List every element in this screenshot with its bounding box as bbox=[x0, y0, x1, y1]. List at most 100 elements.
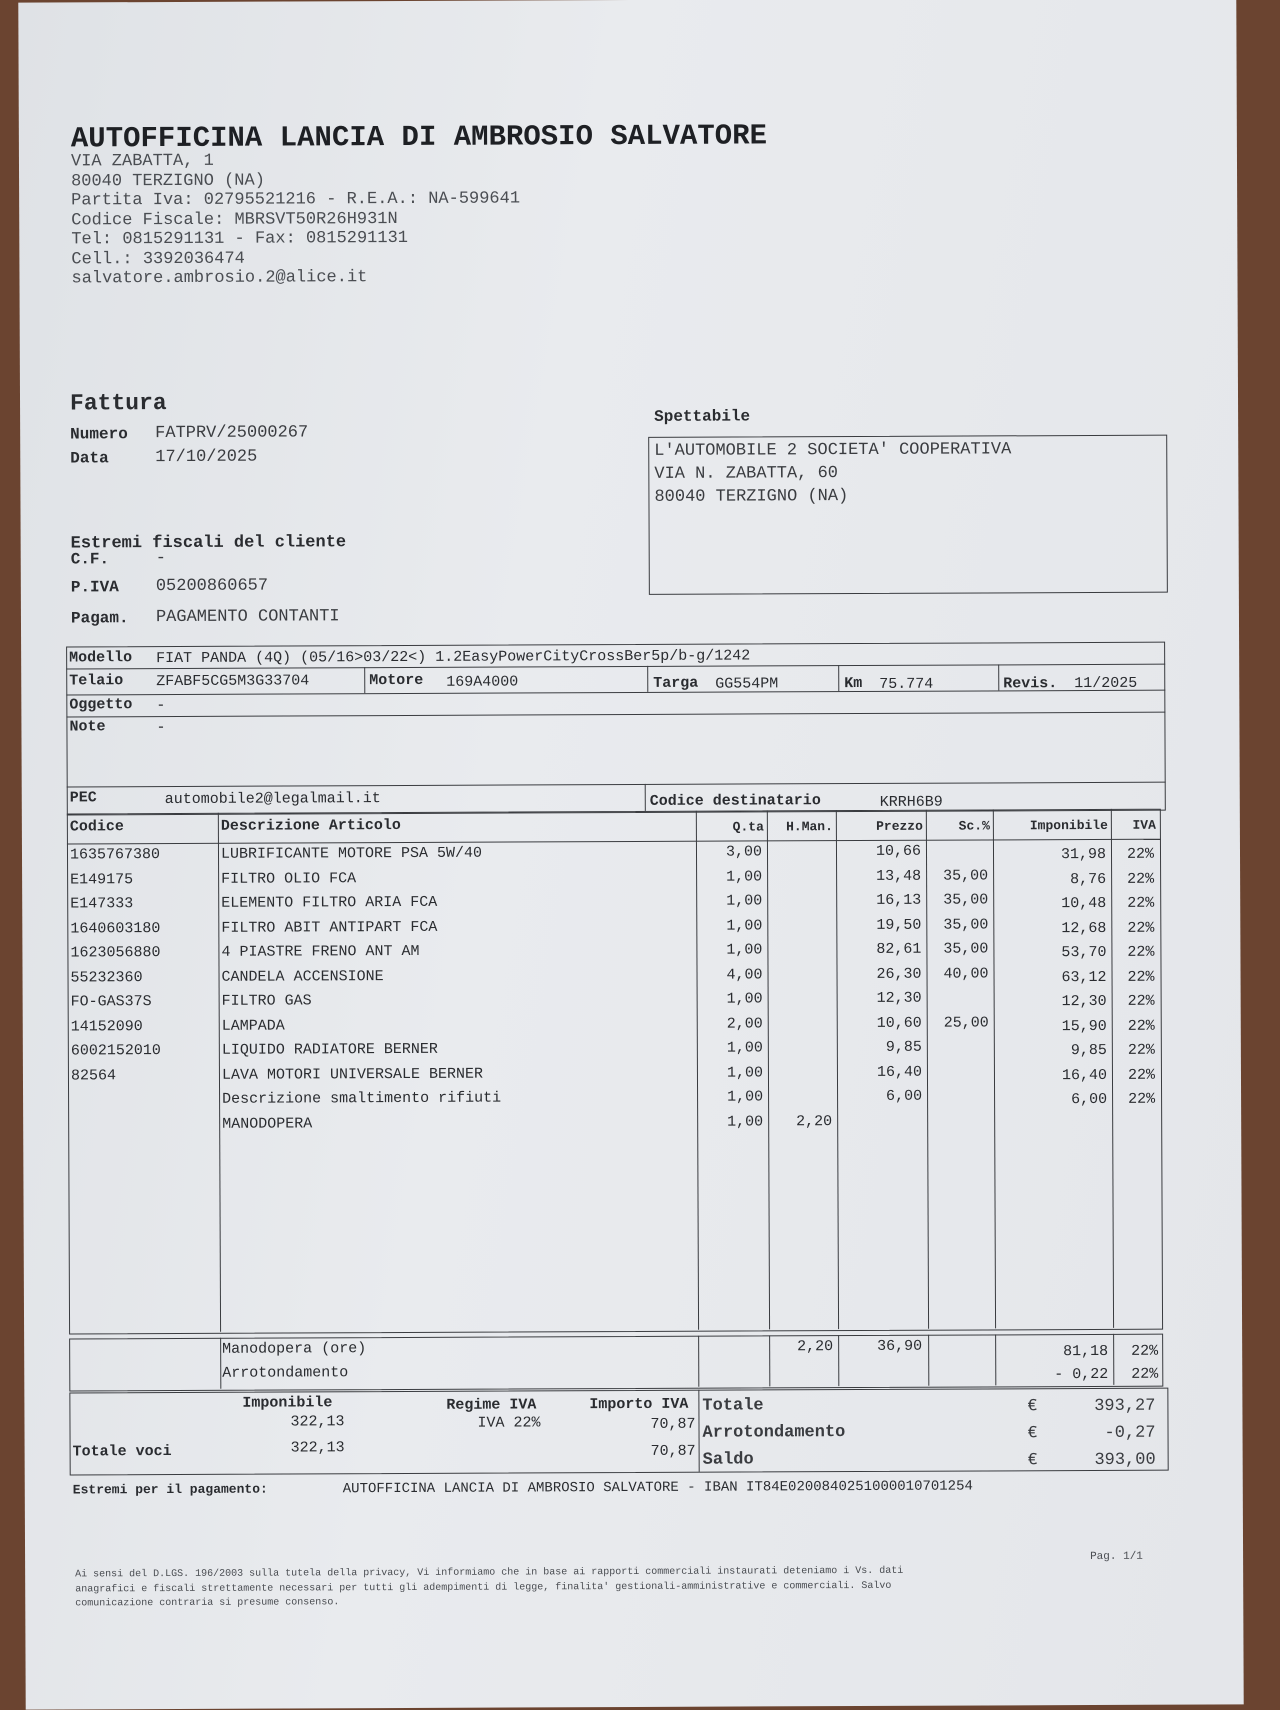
table-cell: 4 PIASTRE FRENO ANT AM bbox=[221, 942, 691, 961]
table-cell: 35,00 bbox=[929, 940, 988, 957]
table-cell: 8,76 bbox=[996, 870, 1106, 887]
table-cell: 40,00 bbox=[929, 965, 988, 982]
table-cell: CANDELA ACCENSIONE bbox=[221, 966, 691, 985]
table-cell: 31,98 bbox=[996, 846, 1106, 863]
table-cell: 15,90 bbox=[997, 1017, 1107, 1034]
table-cell: E149175 bbox=[70, 870, 213, 888]
recipient-line: VIA N. ZABATTA, 60 bbox=[654, 464, 838, 484]
recipient-box: L'AUTOMOBILE 2 SOCIETA' COOPERATIVA VIA … bbox=[648, 435, 1168, 595]
column-header: Q.ta bbox=[699, 819, 764, 834]
company-detail-line: Tel: 0815291131 - Fax: 0815291131 bbox=[71, 229, 408, 249]
totale-voci-label: Totale voci bbox=[73, 1443, 172, 1460]
table-cell: 53,70 bbox=[996, 944, 1106, 961]
coddest-label: Codice destinatario bbox=[650, 792, 821, 810]
table-cell: 22% bbox=[1114, 846, 1154, 863]
table-cell: 1,00 bbox=[700, 1088, 763, 1105]
totale-value: 393,27 bbox=[1052, 1397, 1155, 1416]
telaio-label: Telaio bbox=[69, 672, 123, 689]
table-cell: 10,48 bbox=[996, 895, 1106, 912]
invoice-paper: AUTOFFICINA LANCIA DI AMBROSIO SALVATORE… bbox=[18, 0, 1243, 1710]
payment-label: Estremi per il pagamento: bbox=[73, 1482, 268, 1498]
recipient-line: 80040 TERZIGNO (NA) bbox=[654, 487, 848, 507]
totale-voci-importo: 70,87 bbox=[590, 1443, 696, 1460]
table-cell: LIQUIDO RADIATORE BERNER bbox=[222, 1040, 692, 1059]
importo-value: 70,87 bbox=[589, 1416, 695, 1433]
company-detail-line: 80040 TERZIGNO (NA) bbox=[71, 171, 265, 191]
column-header: H.Man. bbox=[770, 819, 833, 834]
cf-label: C.F. bbox=[71, 550, 109, 568]
modello-value: FIAT PANDA (4Q) (05/16>03/22<) 1.2EasyPo… bbox=[156, 647, 750, 667]
table-cell: 12,30 bbox=[997, 993, 1107, 1010]
imponibile-value: 322,13 bbox=[222, 1413, 344, 1431]
table-cell: 22% bbox=[1115, 1066, 1155, 1083]
company-detail-line: Partita Iva: 02795521216 - R.E.A.: NA-59… bbox=[71, 189, 520, 210]
table-cell: 82,61 bbox=[839, 941, 921, 958]
currency-symbol: € bbox=[1027, 1397, 1037, 1416]
table-cell: 22% bbox=[1115, 1017, 1155, 1034]
privacy-line: comunicazione contraria si presume conse… bbox=[75, 1597, 339, 1609]
table-cell: 2,20 bbox=[771, 1113, 832, 1130]
invoice-number: FATPRV/25000267 bbox=[155, 423, 308, 443]
company-detail-line: Cell.: 3392036474 bbox=[71, 249, 245, 269]
column-header: Imponibile bbox=[996, 818, 1108, 833]
table-cell: E147333 bbox=[70, 895, 213, 913]
regime-value: IVA 22% bbox=[477, 1414, 540, 1431]
table-cell: 2,00 bbox=[700, 1015, 763, 1032]
company-detail-line: salvatore.ambrosio.2@alice.it bbox=[71, 268, 367, 288]
piva-value: 05200860657 bbox=[156, 577, 268, 596]
table-cell: 9,85 bbox=[840, 1039, 922, 1056]
table-cell: FILTRO GAS bbox=[222, 991, 692, 1010]
table-cell: 22% bbox=[1115, 1042, 1155, 1059]
invoice-date: 17/10/2025 bbox=[155, 448, 257, 467]
note-value: - bbox=[156, 719, 165, 736]
table-cell: FO-GAS37S bbox=[71, 993, 214, 1011]
table-cell: 1,00 bbox=[700, 990, 763, 1007]
column-divider bbox=[698, 1336, 699, 1387]
table-cell: 1,00 bbox=[699, 868, 762, 885]
payment-details: AUTOFFICINA LANCIA DI AMBROSIO SALVATORE… bbox=[343, 1479, 973, 1498]
revis-label: Revis. bbox=[1003, 675, 1057, 692]
km-value: 75.774 bbox=[879, 676, 933, 693]
modello-label: Modello bbox=[69, 649, 132, 666]
privacy-line: Ai sensi del D.LGS. 196/2003 sulla tutel… bbox=[75, 1566, 903, 1581]
table-cell: 1623056880 bbox=[70, 944, 213, 962]
table-cell: 1,00 bbox=[700, 1113, 763, 1130]
table-cell: 22% bbox=[1114, 919, 1154, 936]
table-cell: 6,00 bbox=[997, 1091, 1107, 1108]
cf-value: - bbox=[156, 549, 166, 568]
targa-label: Targa bbox=[653, 675, 698, 692]
saldo-value: 393,00 bbox=[1053, 1451, 1156, 1470]
arrot-total-label: Arrotondamento bbox=[702, 1423, 845, 1443]
table-cell: 1,00 bbox=[699, 941, 762, 958]
table-cell: 82564 bbox=[71, 1066, 214, 1084]
table-cell: 1,00 bbox=[700, 1039, 763, 1056]
column-header: IVA bbox=[1114, 818, 1156, 833]
arrotondamento-label: Arrotondamento bbox=[222, 1364, 348, 1382]
company-detail-line: VIA ZABATTA, 1 bbox=[71, 152, 214, 172]
oggetto-value: - bbox=[156, 697, 165, 714]
manodopera-label: Manodopera (ore) bbox=[222, 1340, 366, 1358]
table-cell: 22% bbox=[1114, 870, 1154, 887]
table-cell: LAMPADA bbox=[222, 1015, 692, 1034]
table-cell: LAVA MOTORI UNIVERSALE BERNER bbox=[222, 1064, 692, 1083]
table-cell: 3,00 bbox=[699, 843, 762, 860]
table-cell: 16,40 bbox=[840, 1063, 922, 1080]
table-cell: FILTRO ABIT ANTIPART FCA bbox=[221, 917, 691, 936]
table-cell: 1,00 bbox=[699, 892, 762, 909]
manodopera-price: 36,90 bbox=[838, 1338, 922, 1355]
coddest-value: KRRH6B9 bbox=[880, 794, 943, 811]
telaio-value: ZFABF5CG5M3G33704 bbox=[156, 672, 309, 690]
totale-label: Totale bbox=[702, 1396, 763, 1415]
arrotondamento-value: - 0,22 bbox=[995, 1366, 1108, 1383]
table-cell: FILTRO OLIO FCA bbox=[221, 868, 691, 887]
manodopera-imponibile: 81,18 bbox=[995, 1343, 1108, 1360]
table-cell: 26,30 bbox=[839, 965, 921, 982]
saldo-label: Saldo bbox=[703, 1450, 754, 1469]
table-cell: 19,50 bbox=[839, 916, 921, 933]
